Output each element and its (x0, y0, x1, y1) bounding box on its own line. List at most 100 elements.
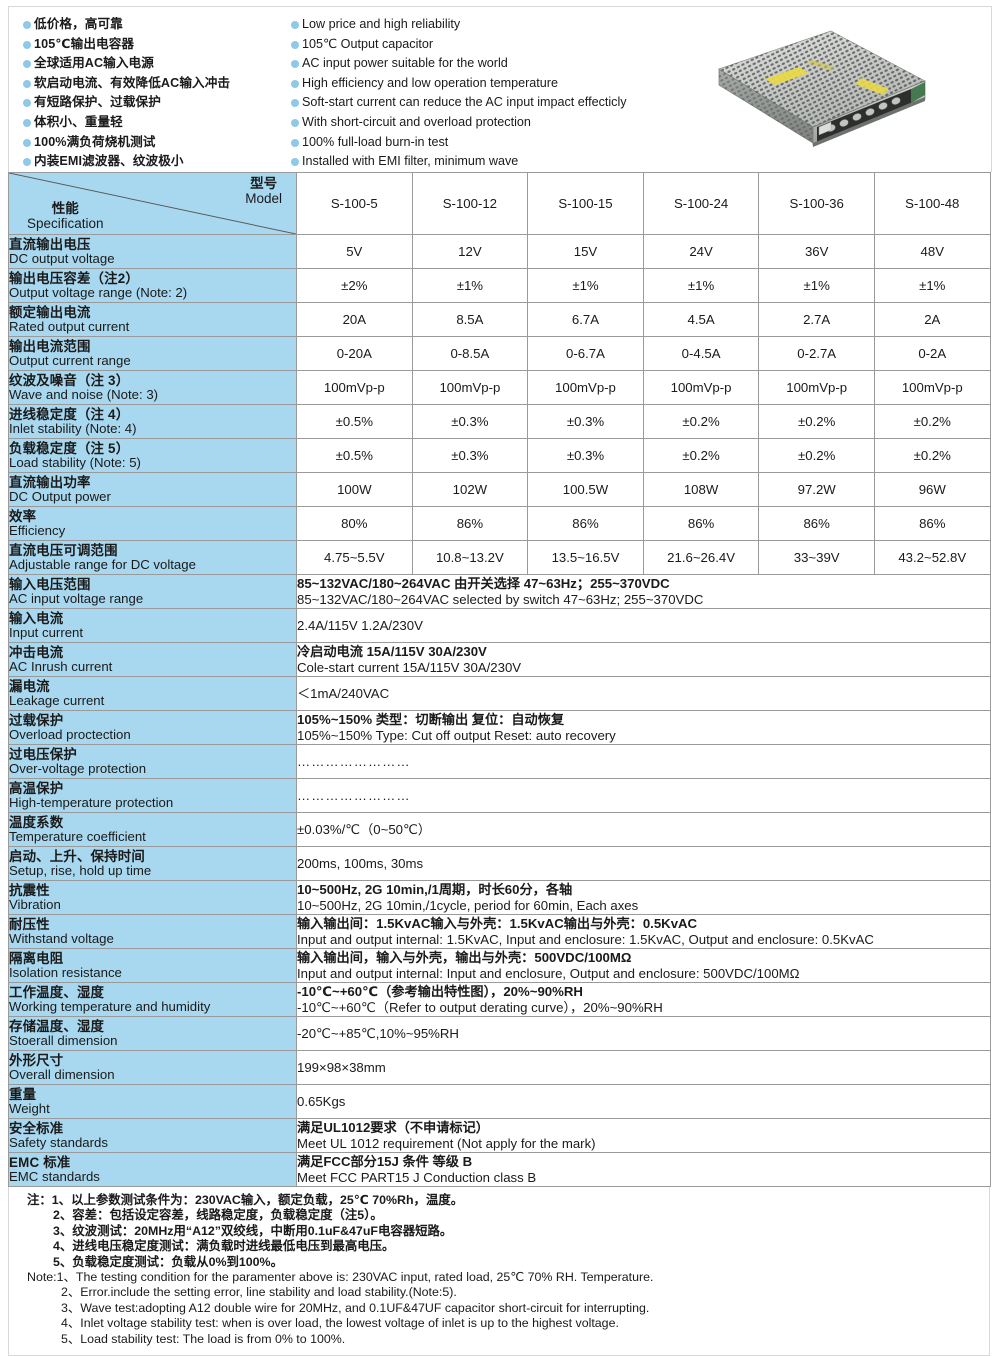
note-line-cn: 2、容差：包括设定容差，线路稳定度，负载稳定度（注5）。 (53, 1208, 383, 1223)
note-line-en: Note:1、The testing condition for the par… (27, 1270, 654, 1285)
header-split-cell: 性能 Specification 型号 Model (8, 172, 297, 235)
diagonal-divider-icon (9, 173, 296, 234)
table-row: 效率 Efficiency 80% 86% 86% 86% 86% 86% (8, 506, 991, 541)
feature-label: High efficiency and low operation temper… (302, 75, 558, 90)
table-row: 额定输出电流 Rated output current 20A 8.5A 6.7A 4.5… (8, 302, 991, 337)
feature-label: 低价格，高可靠 (34, 17, 123, 31)
table-row: 启动、上升、保持时间 Setup, rise, hold up time 200ms… (8, 846, 991, 881)
cell-value: ±1% (642, 268, 760, 303)
feature-label: Low price and high reliability (302, 17, 461, 31)
bullet-icon (291, 118, 299, 127)
cell-value: ±1% (527, 268, 644, 303)
feature-label: Soft-start current can reduce the AC inp… (302, 95, 627, 110)
cell-value: 0-20A (296, 336, 413, 371)
table-row: 过载保护 Overload proctection 105%~150% 类型：切断输… (8, 710, 991, 745)
feature-item: 全球适用AC输入电源 (23, 54, 291, 74)
note-line-cn: 3、纹波测试：20MHz用“A12”双绞线，中断用0.1uF&47uF电容器短路… (53, 1223, 453, 1238)
table-row: 隔离电阻 Isolation resistance 输入输出间，输入与外壳，输出与外… (8, 948, 991, 983)
bullet-icon (291, 60, 299, 69)
bullet-icon (291, 21, 299, 29)
row-label: 输出电流范围 Output current range (8, 336, 297, 371)
feature-item: With short-circuit and overload protecti… (291, 113, 721, 133)
bullet-icon (291, 79, 299, 88)
cell-value: 4.5A (642, 302, 760, 337)
cell-value: 100.5W (527, 472, 644, 507)
cell-value: ±1% (411, 268, 529, 303)
row-label: 工作温度、湿度 Working temperature and humidity (8, 982, 297, 1017)
cell-value-merged: …………………… (296, 744, 991, 779)
cell-value-merged: …………………… (296, 778, 991, 813)
note-line-en: 3、Wave test:adopting A12 double wire for… (61, 1300, 650, 1315)
cell-value: 5V (296, 234, 413, 269)
bullet-icon (291, 138, 299, 147)
row-label: 抗震性 Vibration (8, 880, 297, 915)
bullet-icon (23, 99, 31, 108)
cell-value: 4.75~5.5V (296, 540, 413, 575)
cell-value-merged: 满足FCC部分15J 条件 等级 B Meet FCC PART15 J Cond… (296, 1152, 991, 1187)
row-label: 漏电流 Leakage current (8, 676, 297, 711)
cell-value: ±0.2% (642, 438, 760, 473)
cell-value: 2A (873, 302, 991, 337)
cell-value: 8.5A (411, 302, 529, 337)
cell-value: ±0.3% (411, 404, 529, 439)
bullet-icon (291, 40, 299, 49)
cell-value: 100mVp-p (527, 370, 644, 405)
bullet-icon (23, 138, 31, 147)
row-label: 直流输出电压 DC output voltage (8, 234, 297, 269)
feature-item: 内装EMI滤波器、纹波极小 (23, 152, 291, 172)
table-row: 重量 Weight 0.65Kgs (8, 1084, 991, 1119)
table-row: EMC 标准 EMC standards 满足FCC部分15J 条件 等级 B Mee… (8, 1152, 991, 1187)
cell-value: 100mVp-p (758, 370, 875, 405)
spec-header-label: 性能 Specification (27, 201, 104, 231)
feature-label: 全球适用AC输入电源 (34, 56, 154, 71)
cell-value-merged: 输入输出间，输入与外壳，输出与外壳：500VDC/100MΩ Input and … (296, 948, 991, 983)
cell-value: ±0.2% (873, 438, 991, 473)
features-column-english: Low price and high reliability 105℃ Outp… (291, 15, 721, 172)
notes-section: 注：1、以上参数测试条件为：230VAC输入，额定负载，25℃ 70%Rh，温度… (8, 1187, 990, 1356)
table-row: 外形尺寸 Overall dimension 199×98×38mm (8, 1050, 991, 1085)
feature-label: Installed with EMI filter, minimum wave (302, 154, 519, 169)
cell-value: ±0.2% (758, 438, 875, 473)
table-row: 高温保护 High-temperature protection…………………… (8, 778, 991, 813)
row-label: 冲击电流 AC Inrush current (8, 642, 297, 677)
table-row: 进线稳定度（注 4） Inlet stability (Note: 4) ±0.5%… (8, 404, 991, 439)
note-line-en: 5、Load stability test: The load is from … (61, 1331, 346, 1346)
model-column-header: S-100-48 (873, 172, 991, 235)
cell-value: 48V (873, 234, 991, 269)
cell-value-merged: 冷启动电流 15A/115V 30A/230V Cole-start curren… (296, 642, 991, 677)
feature-label: 内装EMI滤波器、纹波极小 (34, 154, 184, 169)
table-row: 负载稳定度（注 5） Load stability (Note: 5) ±0.5% ±… (8, 438, 991, 473)
cell-value: ±0.3% (527, 404, 644, 439)
cell-value-merged: 输入输出间：1.5KvAC输入与外壳：1.5KvAC输出与外壳：0.5KvAC I… (296, 914, 991, 949)
cell-value-merged: -20℃~+85℃,10%~95%RH (296, 1016, 991, 1051)
row-label: 额定输出电流 Rated output current (8, 302, 297, 337)
model-column-header: S-100-5 (296, 172, 413, 235)
row-label: 直流输出功率 DC Output power (8, 472, 297, 507)
cell-value: ±1% (873, 268, 991, 303)
feature-item: Soft-start current can reduce the AC inp… (291, 93, 721, 113)
cell-value: 20A (296, 302, 413, 337)
cell-value: 100mVp-p (642, 370, 760, 405)
feature-item: 体积小、重量轻 (23, 113, 291, 133)
feature-label: AC input power suitable for the world (302, 56, 508, 71)
row-label: 过载保护 Overload proctection (8, 710, 297, 745)
cell-value: 36V (758, 234, 875, 269)
spec-header-en: Specification (27, 215, 104, 231)
table-row: 直流电压可调范围 Adjustable range for DC voltage 4… (8, 540, 991, 575)
cell-value: 13.5~16.5V (527, 540, 644, 575)
bullet-icon (23, 118, 31, 127)
spec-header-cn: 性能 (51, 200, 79, 216)
cell-value: ±0.2% (873, 404, 991, 439)
specification-table: 性能 Specification 型号 Model S-100-5 S-100-… (8, 172, 991, 1187)
feature-item: 105℃输出电容器 (23, 35, 291, 55)
row-label: 负载稳定度（注 5） Load stability (Note: 5) (8, 438, 297, 473)
cell-value: 6.7A (527, 302, 644, 337)
table-row: 温度系数 Temperature coefficient ±0.03%/℃（0~50… (8, 812, 991, 847)
cell-value: ±2% (296, 268, 413, 303)
feature-label: With short-circuit and overload protecti… (302, 114, 531, 129)
cell-value: 102W (411, 472, 529, 507)
cell-value: ±0.3% (527, 438, 644, 473)
cell-value: 80% (296, 506, 413, 541)
note-line-cn: 4、进线电压稳定度测试：满负载时进线最低电压到最高电压。 (53, 1239, 395, 1254)
cell-value-merged: 105%~150% 类型：切断输出 复位：自动恢复 105%~150% Type:… (296, 710, 991, 745)
